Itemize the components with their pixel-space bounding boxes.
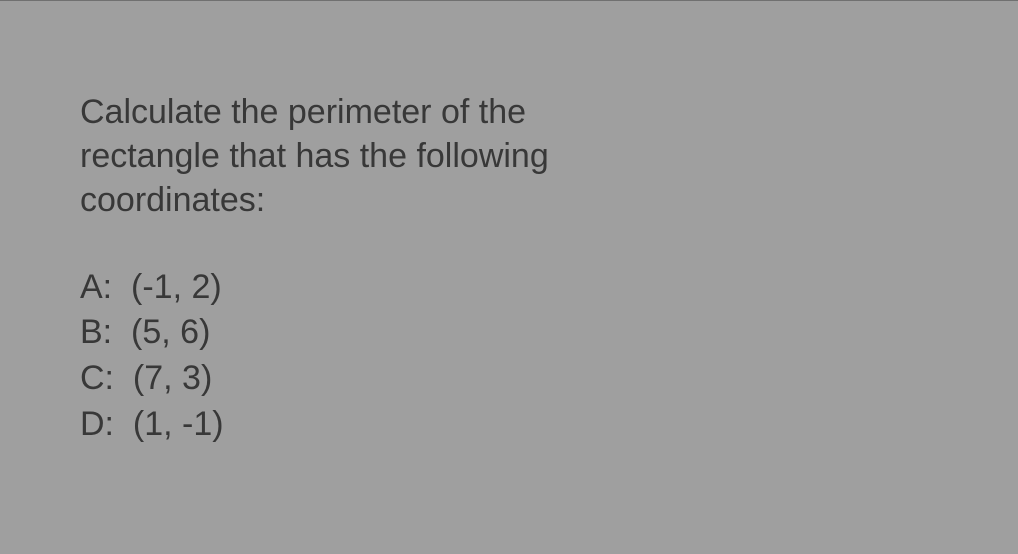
option-a-value: (-1, 2)	[131, 268, 222, 306]
option-a-label: A:	[80, 268, 112, 306]
option-b: B: (5, 6)	[80, 310, 640, 356]
content-area: Calculate the perimeter of the rectangle…	[80, 90, 640, 448]
option-d: D: (1, -1)	[80, 402, 640, 448]
option-d-value: (1, -1)	[133, 405, 224, 443]
question-text: Calculate the perimeter of the rectangle…	[80, 90, 640, 223]
option-c: C: (7, 3)	[80, 356, 640, 402]
option-d-label: D:	[80, 405, 114, 443]
option-a: A: (-1, 2)	[80, 265, 640, 311]
options-list: A: (-1, 2) B: (5, 6) C: (7, 3) D: (1, -1…	[80, 265, 640, 449]
option-c-value: (7, 3)	[133, 359, 212, 397]
option-c-label: C:	[80, 359, 114, 397]
option-b-label: B:	[80, 313, 112, 351]
option-b-value: (5, 6)	[131, 313, 210, 351]
top-divider	[0, 0, 1018, 1]
